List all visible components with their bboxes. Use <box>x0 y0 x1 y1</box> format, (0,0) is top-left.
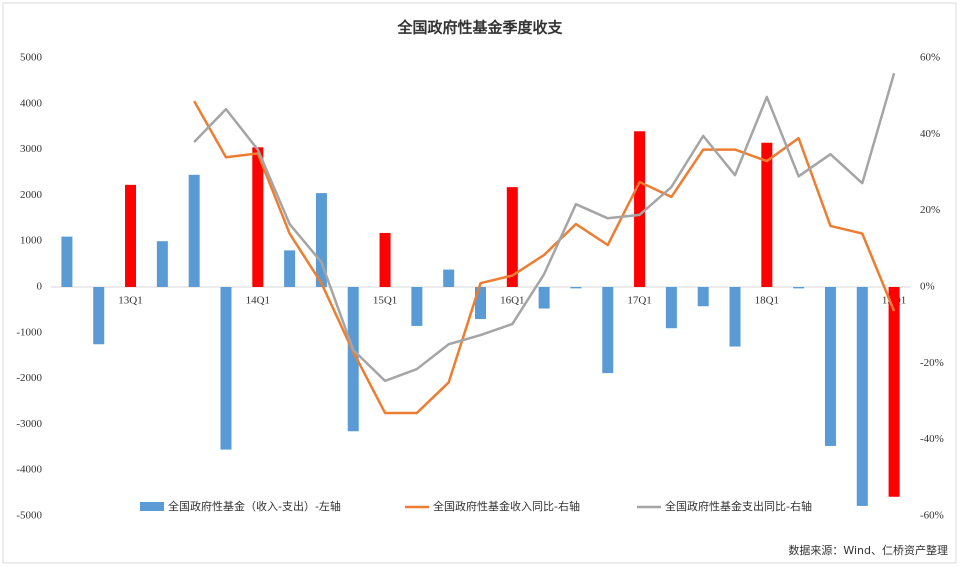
bar <box>93 287 105 345</box>
bar <box>125 184 137 287</box>
y2-tick-label: -40% <box>920 433 944 445</box>
bar <box>665 287 677 329</box>
y2-tick-label: 0% <box>920 281 935 293</box>
x-tick-label: 14Q1 <box>246 295 270 307</box>
y-tick-label: 3000 <box>20 143 43 155</box>
bar <box>156 241 168 287</box>
bar <box>793 287 805 289</box>
bar <box>602 287 614 374</box>
y2-tick-label: 60% <box>920 52 940 64</box>
y-tick-label: 2000 <box>20 189 43 201</box>
y-tick-label: -4000 <box>16 464 42 476</box>
y2-tick-label: -60% <box>920 510 944 522</box>
y2-tick-label: 20% <box>920 204 940 216</box>
bar <box>506 187 518 287</box>
legend-label: 全国政府性基金支出同比-右轴 <box>665 499 812 513</box>
y-tick-label: 0 <box>37 281 43 293</box>
y-tick-label: 1000 <box>20 235 43 247</box>
line <box>193 72 896 383</box>
line <box>193 100 896 415</box>
bar <box>761 142 773 287</box>
bar <box>220 287 232 450</box>
source-note: 数据来源：Wind、仁桥资产整理 <box>788 543 948 557</box>
bar <box>729 287 741 347</box>
y-tick-label: -1000 <box>16 326 42 338</box>
legend-swatch <box>140 502 164 511</box>
bar <box>538 287 550 309</box>
x-tick-label: 18Q1 <box>755 295 779 307</box>
chart-title: 全国政府性基金季度收支 <box>396 19 563 37</box>
y-tick-label: -2000 <box>16 372 42 384</box>
bar <box>252 147 264 287</box>
x-tick-label: 17Q1 <box>627 295 651 307</box>
y2-tick-label: -20% <box>920 357 944 369</box>
legend-label: 全国政府性基金收入同比-右轴 <box>433 499 580 513</box>
x-tick-label: 13Q1 <box>118 295 142 307</box>
bar <box>284 250 296 287</box>
bar <box>697 287 709 307</box>
x-tick-label: 16Q1 <box>500 295 524 307</box>
bar <box>570 287 582 289</box>
x-tick-label: 15Q1 <box>373 295 397 307</box>
bar <box>634 131 646 287</box>
bar <box>315 193 327 287</box>
bar <box>61 236 73 287</box>
bar <box>888 287 900 497</box>
bar <box>411 287 423 326</box>
bar <box>824 287 836 446</box>
bar <box>475 287 486 320</box>
y-tick-label: -3000 <box>16 418 42 430</box>
legend-label: 全国政府性基金（收入-支出）-左轴 <box>168 499 341 513</box>
bar <box>856 287 868 506</box>
y2-tick-label: 40% <box>920 128 940 140</box>
y-tick-label: -5000 <box>16 510 42 522</box>
bar <box>443 269 455 287</box>
bar <box>347 287 359 432</box>
y-tick-label: 5000 <box>20 52 43 64</box>
y-tick-label: 4000 <box>20 97 43 109</box>
bar <box>379 232 391 287</box>
bar <box>188 174 200 287</box>
